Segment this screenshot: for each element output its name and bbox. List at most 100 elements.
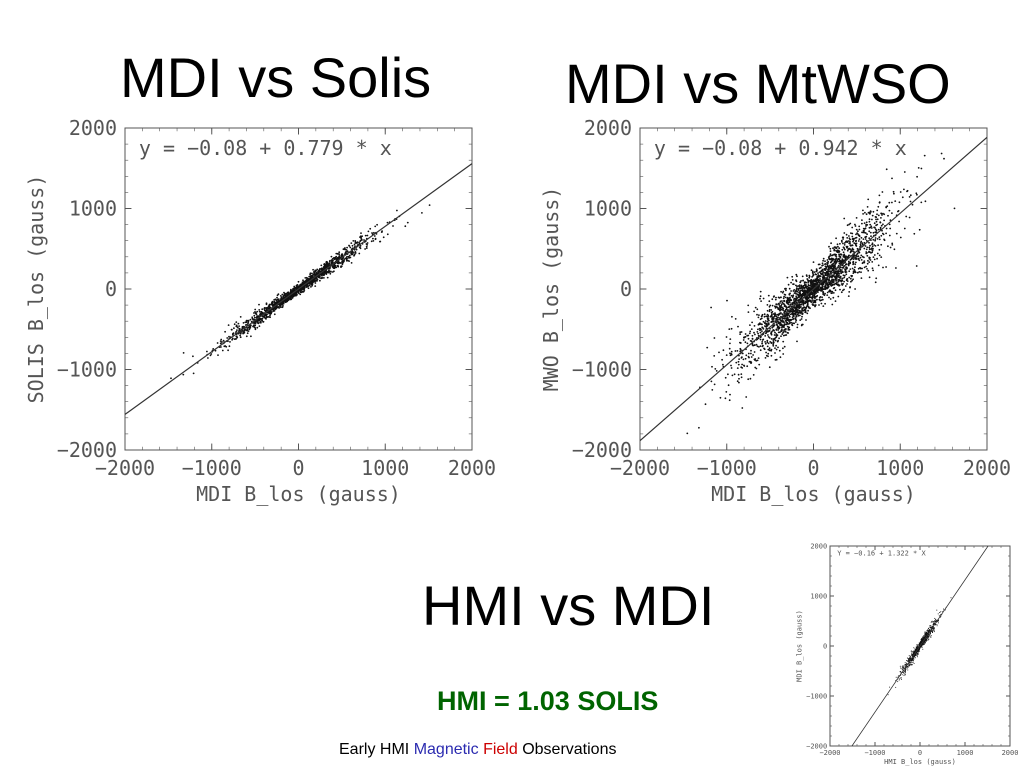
scatter-point [170,377,172,380]
scatter-point [763,315,766,318]
scatter-point [765,325,768,328]
scatter-point [863,266,866,269]
scatter-point [811,300,814,302]
scatter-point [903,227,906,230]
scatter-point [864,245,867,247]
scatter-point [254,311,256,313]
scatter-point [852,272,855,274]
scatter-point [788,320,790,322]
scatter-point [858,228,861,231]
scatter-point [364,234,367,237]
scatter-point [815,292,818,294]
scatter-point [902,667,904,669]
scatter-point [761,323,763,326]
scatter-point [842,265,845,267]
scatter-point [273,300,276,303]
scatter-point [900,677,901,679]
scatter-point [933,627,935,629]
scatter-point [722,349,725,352]
scatter-point [782,334,785,337]
scatter-point [786,302,789,305]
scatter-point [826,272,829,274]
scatter-point [793,297,796,300]
scatter-point [358,252,361,255]
scatter-point [722,363,724,366]
scatter-point [913,232,916,235]
scatter-point [807,284,810,286]
scatter-point [816,298,818,301]
scatter-point [747,352,750,355]
scatter-point [768,366,771,369]
scatter-point [844,285,847,287]
scatter-point [913,647,915,649]
scatter-point [278,299,280,302]
scatter-point [747,337,750,340]
scatter-point [331,260,334,263]
scatter-point [206,350,208,353]
scatter-point [192,372,195,375]
scatter-point [801,315,803,318]
scatter-point [313,271,315,274]
scatter-point [311,283,313,286]
scatter-point [428,204,431,206]
scatter-point [789,305,792,307]
scatter-point [868,251,870,254]
scatter-point [803,306,806,309]
scatter-point [698,426,700,429]
scatter-point [911,653,913,655]
scatter-point [739,348,742,351]
scatter-point [255,316,258,319]
scatter-point [280,298,282,300]
scatter-point [366,234,369,237]
x-tick-label: −2000 [610,456,670,480]
scatter-point [826,261,829,264]
scatter-point [290,298,292,300]
scatter-point [220,342,222,345]
scatter-point [779,302,781,304]
scatter-point [811,270,814,273]
scatter-point [734,350,737,352]
scatter-point [750,362,752,364]
scatter-point [927,631,929,633]
scatter-point [263,316,266,319]
scatter-point [731,374,734,377]
scatter-point [928,629,929,631]
scatter-point [706,346,709,349]
scatter-point [907,669,909,671]
scatter-point [759,349,762,352]
scatter-point [246,329,249,332]
scatter-point [239,332,242,335]
scatter-point [813,294,816,296]
scatter-point [829,258,831,260]
scatter-points [686,152,956,435]
scatter-point [774,352,776,354]
scatter-point [802,284,805,287]
scatter-point [323,277,325,279]
scatter-point [764,322,766,325]
scatter-point [934,617,936,619]
scatter-point [792,283,794,285]
scatter-point [686,432,689,435]
scatter-point [816,276,818,278]
scatter-point [776,317,778,320]
scatter-point [828,290,830,293]
scatter-point [751,321,753,324]
scatter-point [893,192,895,195]
scatter-point [835,282,838,285]
scatter-point [909,200,912,203]
scatter-point [842,254,845,257]
scatter-point [770,309,773,311]
scatter-point [868,246,871,249]
scatter-point [838,247,841,250]
scatter-point [817,274,820,276]
x-tick-label: 2000 [1002,749,1019,757]
scatter-point [872,210,875,213]
scatter-point [829,261,832,264]
scatter-point [833,286,836,289]
scatter-point [877,205,880,208]
scatter-point [911,203,914,206]
scatter-point [821,268,824,271]
scatter-point [233,327,235,330]
scatter-point [916,656,918,658]
scatter-point [348,254,351,257]
